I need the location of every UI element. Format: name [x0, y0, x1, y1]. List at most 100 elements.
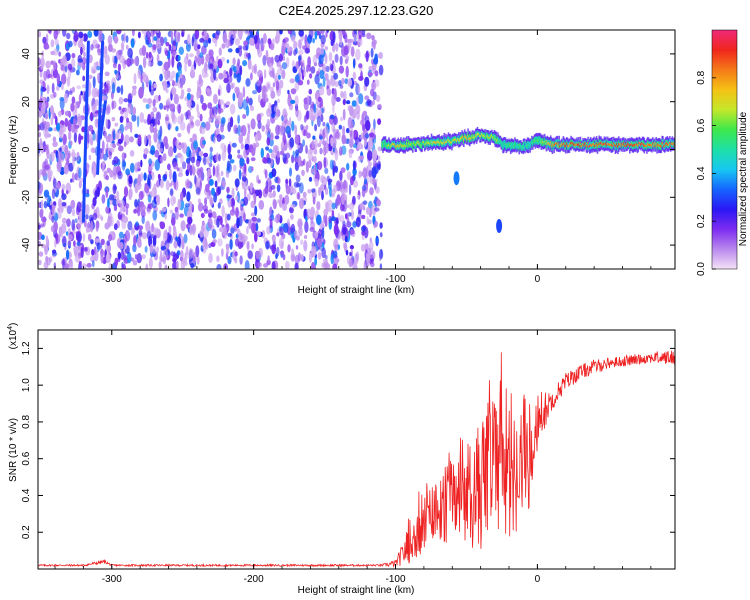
- noise-blob: [310, 168, 314, 175]
- noise-blob: [279, 226, 284, 236]
- noise-blob: [266, 108, 272, 118]
- noise-blob: [148, 79, 152, 86]
- noise-blob: [323, 125, 329, 138]
- noise-blob: [148, 138, 152, 148]
- noise-blob: [349, 105, 354, 117]
- noise-blob: [289, 206, 294, 214]
- noise-blob: [44, 244, 48, 256]
- noise-blob: [339, 170, 343, 182]
- colorbar-tick-label: 0.2: [696, 214, 707, 228]
- colorbar-tick-label: 0.6: [696, 118, 707, 132]
- signal-core: [543, 140, 546, 143]
- noise-blob: [306, 79, 310, 85]
- noise-blob: [294, 157, 299, 163]
- signal-core: [467, 134, 469, 137]
- noise-blob: [274, 54, 281, 63]
- noise-blob: [160, 257, 165, 263]
- signal-core: [386, 144, 388, 148]
- noise-blob: [322, 122, 326, 127]
- noise-blob: [346, 255, 351, 265]
- signal-core: [542, 140, 544, 144]
- noise-blob: [287, 244, 291, 253]
- noise-blob: [153, 82, 157, 89]
- signal-core: [428, 141, 430, 144]
- noise-blob: [242, 114, 247, 119]
- noise-blob: [372, 99, 375, 106]
- noise-blob: [307, 151, 313, 161]
- noise-blob: [130, 38, 135, 48]
- noise-blob: [49, 200, 53, 206]
- noise-blob: [45, 60, 51, 69]
- noise-blob: [41, 216, 47, 223]
- noise-blob: [298, 30, 304, 37]
- noise-blob: [157, 174, 161, 179]
- signal-core: [534, 140, 537, 143]
- noise-blob: [163, 36, 168, 44]
- noise-blob: [378, 64, 384, 76]
- noise-blob: [177, 31, 181, 43]
- noise-blob: [348, 202, 355, 211]
- noise-blob: [366, 207, 371, 215]
- signal-core: [567, 145, 570, 148]
- noise-blob: [113, 204, 118, 212]
- noise-blob: [131, 30, 135, 37]
- noise-blob: [90, 147, 96, 154]
- noise-blob: [38, 57, 41, 67]
- signal-core: [663, 145, 665, 148]
- noise-blob: [341, 224, 347, 235]
- noise-blob: [74, 101, 77, 113]
- noise-blob: [67, 63, 73, 71]
- noise-blob: [89, 220, 94, 233]
- noise-blob: [118, 145, 124, 152]
- noise-blob: [295, 245, 299, 250]
- noise-blob: [66, 190, 69, 195]
- noise-blob: [68, 131, 72, 141]
- noise-blob: [165, 42, 170, 47]
- noise-blob: [118, 97, 124, 105]
- noise-blob: [177, 55, 181, 62]
- y-tick-label: 1.2: [21, 341, 32, 355]
- noise-blob: [208, 212, 213, 218]
- noise-blob: [370, 88, 375, 97]
- noise-blob: [230, 64, 236, 71]
- noise-blob: [58, 51, 62, 57]
- noise-blob: [143, 172, 147, 181]
- y-tick-label: -40: [21, 237, 32, 252]
- noise-blob: [209, 178, 214, 186]
- noise-blob: [190, 262, 195, 269]
- noise-blob: [342, 180, 349, 191]
- noise-blob: [40, 107, 46, 115]
- signal-core: [646, 142, 649, 146]
- noise-blob: [184, 251, 190, 259]
- noise-blob: [126, 117, 129, 123]
- signal-core: [545, 143, 548, 146]
- noise-blob: [319, 147, 323, 155]
- noise-blob: [187, 33, 191, 45]
- noise-blob: [148, 179, 152, 190]
- noise-blob: [229, 238, 233, 250]
- noise-blob: [350, 248, 353, 259]
- noise-blob: [195, 119, 201, 127]
- noise-blob: [92, 260, 95, 268]
- noise-blob: [64, 65, 68, 73]
- signal-core: [660, 145, 663, 148]
- noise-blob: [265, 146, 269, 151]
- signal-core: [509, 143, 511, 147]
- noise-blob: [340, 90, 344, 99]
- signal-core: [458, 139, 461, 143]
- noise-blob: [149, 150, 155, 155]
- noise-blob: [165, 116, 169, 121]
- signal-core: [504, 143, 507, 146]
- noise-blob: [379, 263, 383, 269]
- noise-blob: [45, 235, 49, 244]
- noise-blob: [137, 69, 141, 80]
- noise-blob: [78, 260, 82, 265]
- noise-blob: [240, 124, 247, 137]
- signal-core: [440, 141, 443, 144]
- noise-blob: [53, 91, 57, 98]
- noise-blob: [198, 150, 204, 157]
- signal-core: [400, 144, 403, 147]
- noise-blob: [120, 84, 124, 95]
- noise-blob: [96, 65, 101, 71]
- noise-blob: [242, 86, 246, 98]
